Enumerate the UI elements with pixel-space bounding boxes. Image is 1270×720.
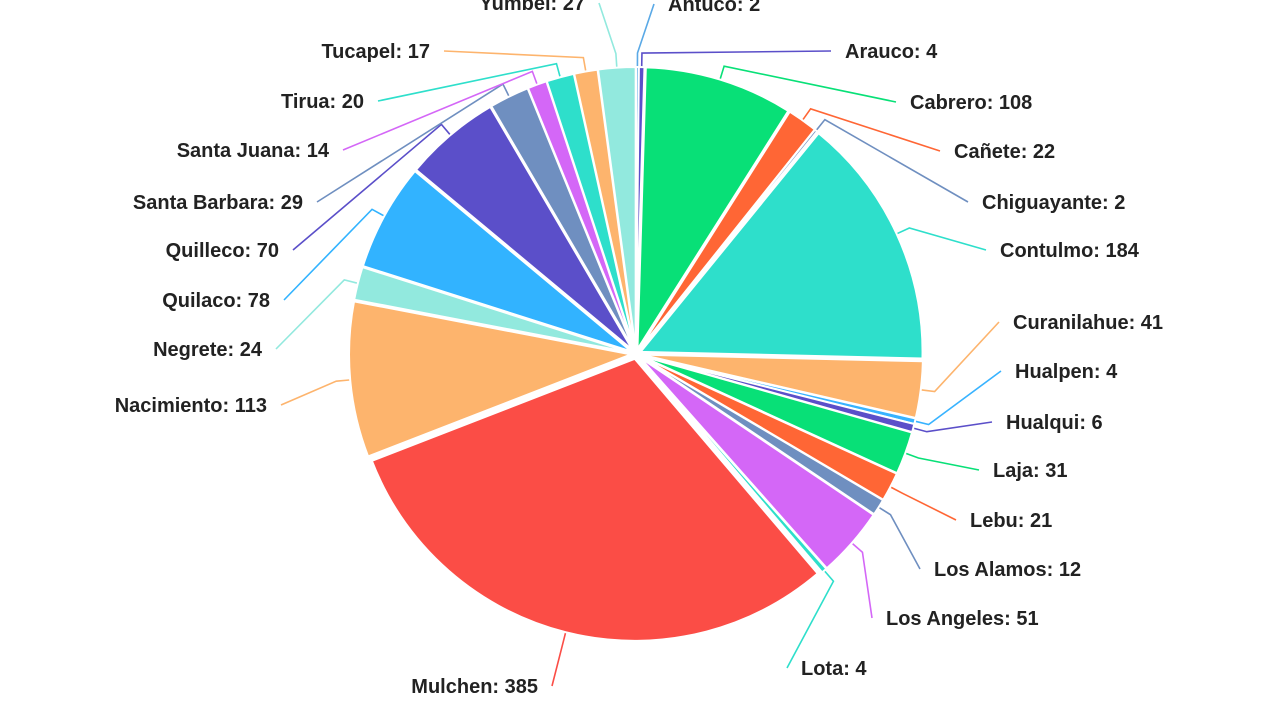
- leader-line-mulchen: [551, 633, 567, 687]
- leader-line-tirua: [377, 62, 561, 102]
- pie-slice-quilleco: [415, 105, 634, 352]
- leader-line-quilaco: [283, 208, 384, 301]
- pie-slice-cabrero: [636, 66, 790, 351]
- pie-slice-arauco: [635, 66, 646, 351]
- slice-label-arauco: Arauco: 4: [845, 41, 938, 63]
- slice-label-nacimiento: Nacimiento: 113: [115, 395, 267, 417]
- slice-label-chiguayante: Chiguayante: 2: [982, 192, 1125, 214]
- slice-label-tirua: Tirua: 20: [281, 91, 364, 113]
- slice-labels: Antuco: 2 Arauco: 4 Cabrero: 108 Cañete: 22…: [115, 0, 1163, 698]
- pie-slice-chiguayante: [638, 128, 819, 352]
- leader-line-hualqui: [914, 421, 993, 433]
- slice-label-antuco: Antuco: 2: [668, 0, 760, 16]
- leader-line-antuco: [636, 3, 655, 67]
- slice-label-santa-barbara: Santa Barbara: 29: [133, 192, 303, 214]
- slice-label-hualpen: Hualpen: 4: [1015, 361, 1118, 383]
- slice-label-los-angeles: Los Angeles: 51: [886, 608, 1039, 630]
- leader-line-laja: [905, 452, 980, 471]
- leader-line-hualpen: [915, 370, 1002, 426]
- leader-line-chiguayante: [816, 118, 969, 203]
- leader-line-lebu: [890, 486, 957, 521]
- slice-label-hualqui: Hualqui: 6: [1006, 412, 1103, 434]
- slice-label-lota: Lota: 4: [801, 658, 867, 680]
- slice-label-canete: Cañete: 22: [954, 141, 1055, 163]
- pie-slices: [348, 66, 924, 642]
- leader-line-contulmo: [897, 227, 987, 251]
- leader-line-tucapel: [443, 50, 587, 71]
- slice-label-curanilahue: Curanilahue: 41: [1013, 312, 1163, 334]
- pie-slice-nacimiento: [348, 300, 633, 458]
- slice-label-los-alamos: Los Alamos: 12: [934, 559, 1081, 581]
- leader-line-nacimiento: [280, 379, 350, 406]
- slice-label-negrete: Negrete: 24: [153, 339, 263, 361]
- slice-label-cabrero: Cabrero: 108: [910, 92, 1032, 114]
- pie-slice-lota: [638, 356, 828, 574]
- pie-slice-contulmo: [639, 132, 924, 360]
- leader-line-curanilahue: [921, 321, 1000, 393]
- slice-label-quilleco: Quilleco: 70: [166, 240, 279, 262]
- slice-label-santa-juana: Santa Juana: 14: [177, 140, 330, 162]
- slice-label-tucapel: Tucapel: 17: [321, 41, 430, 63]
- slice-label-mulchen: Mulchen: 385: [411, 676, 538, 698]
- leader-line-quilleco: [292, 123, 451, 251]
- leader-line-santa-juana: [342, 70, 538, 151]
- pie-slice-quilaco: [361, 170, 633, 353]
- leader-line-los-angeles: [852, 543, 873, 619]
- slice-label-quilaco: Quilaco: 78: [162, 290, 270, 312]
- slice-label-lebu: Lebu: 21: [970, 510, 1052, 532]
- leader-line-los-alamos: [879, 507, 921, 570]
- leader-line-yumbel: [598, 2, 618, 67]
- pie-slice-mulchen: [370, 357, 819, 642]
- leader-line-lota: [786, 570, 835, 669]
- pie-slice-negrete: [353, 266, 633, 354]
- leader-line-cabrero: [719, 65, 897, 103]
- pie-slice-yumbel: [597, 66, 637, 351]
- leader-line-canete: [802, 107, 941, 152]
- leader-line-arauco: [640, 50, 832, 67]
- leader-line-negrete: [275, 278, 358, 350]
- leader-lines: [275, 2, 1002, 687]
- slice-label-yumbel: Yumbel: 27: [479, 0, 585, 15]
- slice-label-contulmo: Contulmo: 184: [1000, 240, 1140, 262]
- slice-label-laja: Laja: 31: [993, 460, 1067, 482]
